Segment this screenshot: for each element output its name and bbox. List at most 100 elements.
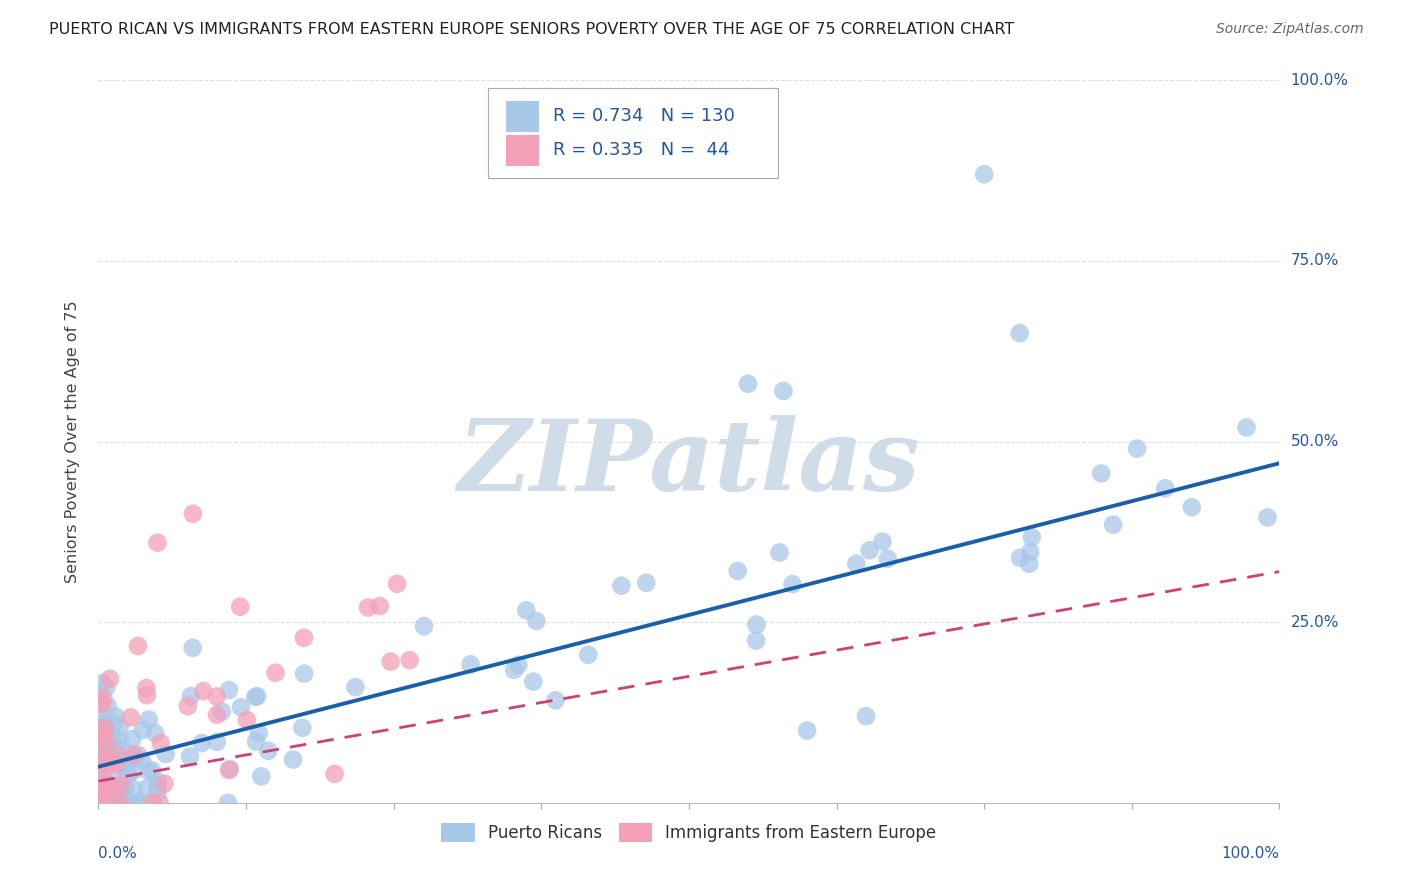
Point [136,688,159,702]
Point [108,720,131,734]
Point [1021,530,1043,544]
Point [181,507,204,521]
Point [91,676,114,690]
Point [344,680,367,694]
Point [772,384,794,398]
Point [125,796,148,810]
Point [205,735,228,749]
Point [89,747,111,761]
Text: R = 0.734   N = 130: R = 0.734 N = 130 [553,107,735,126]
Point [87,709,110,723]
Point [143,726,166,740]
Point [281,752,304,766]
Point [115,753,138,767]
Point [522,674,544,689]
Point [180,689,202,703]
Point [90,789,112,803]
Point [368,599,391,613]
Y-axis label: Seniors Poverty Over the Age of 75: Seniors Poverty Over the Age of 75 [65,301,80,582]
Point [218,763,240,777]
Point [101,756,124,771]
Point [108,796,131,810]
Point [89,741,111,756]
Point [146,775,169,789]
Point [138,764,160,779]
Point [177,699,200,714]
Point [515,603,537,617]
Point [131,754,153,768]
Point [96,733,118,747]
Point [101,796,124,810]
Point [127,639,149,653]
Point [131,796,153,810]
Point [89,729,111,743]
Point [385,576,408,591]
Point [105,796,128,810]
Point [117,768,139,782]
Point [94,754,117,768]
Point [91,770,114,784]
Point [89,796,111,810]
Point [94,796,117,810]
Point [153,777,176,791]
Point [105,796,128,810]
Point [1126,442,1149,456]
Point [107,756,129,770]
Point [89,737,111,751]
Point [636,575,658,590]
Point [398,653,420,667]
Point [1154,481,1177,495]
Point [121,732,143,747]
Text: 50.0%: 50.0% [1291,434,1339,449]
Point [101,732,124,747]
Point [111,795,134,809]
Point [323,767,346,781]
Point [93,690,115,705]
Text: 0.0%: 0.0% [98,847,138,861]
Point [93,796,115,810]
Point [508,657,530,672]
Point [120,710,142,724]
Point [91,796,114,810]
Point [96,776,118,790]
Point [89,749,111,764]
Point [90,796,112,810]
Point [93,796,115,810]
Point [796,723,818,738]
Point [245,690,267,704]
Point [235,713,257,727]
Point [90,697,112,711]
Point [114,781,136,796]
Point [90,722,112,736]
Point [876,551,898,566]
Point [141,763,163,777]
Point [219,762,242,776]
Point [149,736,172,750]
FancyBboxPatch shape [506,136,538,166]
Point [98,788,121,802]
Point [257,744,280,758]
Point [135,681,157,695]
Point [96,789,118,803]
Text: 75.0%: 75.0% [1291,253,1339,268]
Point [211,705,233,719]
Point [544,693,567,707]
Point [104,757,127,772]
Point [87,725,110,739]
Text: Source: ZipAtlas.com: Source: ZipAtlas.com [1216,22,1364,37]
Text: 100.0%: 100.0% [1291,73,1348,87]
Point [142,796,165,810]
Point [127,747,149,762]
Point [973,167,995,181]
Point [179,749,201,764]
Point [138,713,160,727]
Point [104,709,127,723]
Point [104,781,127,796]
Text: 25.0%: 25.0% [1291,615,1339,630]
Point [105,781,128,796]
Point [190,736,212,750]
Point [97,796,120,810]
Point [89,782,111,797]
Point [155,747,177,761]
Point [94,782,117,797]
